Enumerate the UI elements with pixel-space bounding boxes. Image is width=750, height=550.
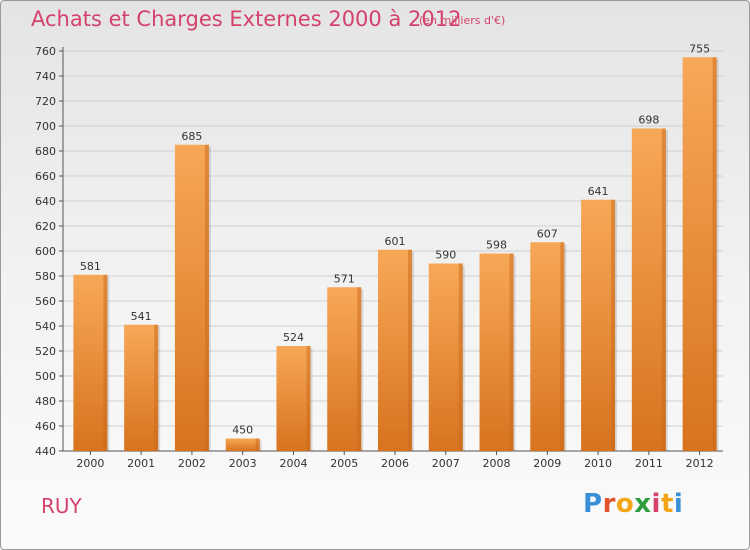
bar-value-label: 450 — [232, 424, 253, 437]
y-tick-label: 520 — [35, 345, 56, 358]
y-tick-label: 660 — [35, 170, 56, 183]
bar-edge — [458, 263, 463, 451]
x-tick-label: 2009 — [533, 457, 561, 470]
x-axis: 2000 2001 2002 2003 2004 2005 2006 2007 2008 2009… — [76, 451, 714, 470]
x-tick-label: 2002 — [178, 457, 206, 470]
bar-edge — [103, 274, 108, 451]
y-tick-label: 500 — [35, 370, 56, 383]
bar — [174, 144, 209, 451]
bar-value-label: 607 — [537, 227, 558, 240]
y-axis: 440 460 480 500 520 540 560 580 600 620 640 660 680 7… — [35, 45, 723, 458]
bar — [73, 274, 108, 451]
bar-edge — [408, 249, 412, 451]
bar — [631, 128, 666, 451]
x-tick-label: 2006 — [381, 457, 409, 470]
logo-letter: i — [651, 489, 661, 519]
x-tick-label: 2005 — [330, 457, 358, 470]
bar-value-label: 641 — [588, 185, 609, 198]
bar — [124, 324, 159, 451]
bar — [225, 438, 260, 451]
y-tick-label: 600 — [35, 245, 56, 258]
bar — [378, 249, 412, 451]
city-name: RUY — [41, 494, 82, 518]
x-tick-label: 2003 — [229, 457, 257, 470]
logo-letter: o — [615, 489, 635, 519]
bar-edge — [611, 199, 616, 451]
y-tick-label: 440 — [35, 445, 56, 458]
y-tick-label: 720 — [35, 95, 56, 108]
bar-edge — [509, 253, 514, 451]
bar — [428, 263, 463, 451]
bar-value-label: 601 — [385, 235, 406, 248]
bar-value-label: 571 — [334, 272, 355, 285]
bars: 581 541 685 450 524 571 601 590 598 607 641 698 755 — [73, 42, 719, 451]
chart-unit: (en milliers d'€) — [419, 14, 506, 27]
x-tick-label: 2000 — [76, 457, 104, 470]
x-tick-label: 2007 — [432, 457, 460, 470]
bar-value-label: 755 — [689, 42, 710, 55]
bar-edge — [306, 346, 311, 451]
y-tick-label: 460 — [35, 420, 56, 433]
x-tick-label: 2001 — [127, 457, 155, 470]
y-tick-label: 740 — [35, 70, 56, 83]
bar — [479, 253, 514, 451]
y-tick-label: 640 — [35, 195, 56, 208]
bar-edge — [154, 324, 159, 451]
y-tick-label: 560 — [35, 295, 56, 308]
bar-edge — [357, 287, 362, 451]
logo-letter: P — [583, 489, 603, 519]
bar-value-label: 590 — [435, 249, 456, 262]
y-tick-label: 540 — [35, 320, 56, 333]
logo-letter: t — [660, 489, 674, 519]
bar — [581, 199, 616, 451]
x-tick-label: 2010 — [584, 457, 612, 470]
y-tick-label: 620 — [35, 220, 56, 233]
y-tick-label: 680 — [35, 145, 56, 158]
logo-letter: r — [602, 489, 616, 519]
bar-edge — [255, 438, 260, 451]
bar-value-label: 581 — [80, 260, 101, 273]
bar-value-label: 524 — [283, 331, 304, 344]
bar — [327, 287, 362, 451]
y-tick-label: 580 — [35, 270, 56, 283]
logo-letter: i — [673, 489, 684, 519]
bar-edge — [661, 128, 666, 451]
x-tick-label: 2011 — [635, 457, 663, 470]
y-tick-label: 760 — [35, 45, 56, 58]
bar — [530, 242, 565, 451]
bar — [682, 57, 717, 451]
x-tick-label: 2008 — [483, 457, 511, 470]
proxiti-logo: Proxiti — [583, 489, 683, 519]
bar-value-label: 541 — [131, 310, 152, 323]
bar-value-label: 698 — [638, 114, 659, 127]
bar-edge — [560, 242, 565, 451]
y-tick-label: 480 — [35, 395, 56, 408]
chart-title: Achats et Charges Externes 2000 à 2012 — [31, 7, 462, 31]
logo-letter: x — [634, 489, 652, 519]
bar-edge — [712, 57, 717, 451]
y-tick-label: 700 — [35, 120, 56, 133]
bar-value-label: 685 — [181, 130, 202, 143]
bar — [276, 346, 311, 451]
bar-edge — [204, 144, 209, 451]
x-tick-label: 2004 — [279, 457, 307, 470]
x-tick-label: 2012 — [686, 457, 714, 470]
bar-value-label: 598 — [486, 239, 507, 252]
